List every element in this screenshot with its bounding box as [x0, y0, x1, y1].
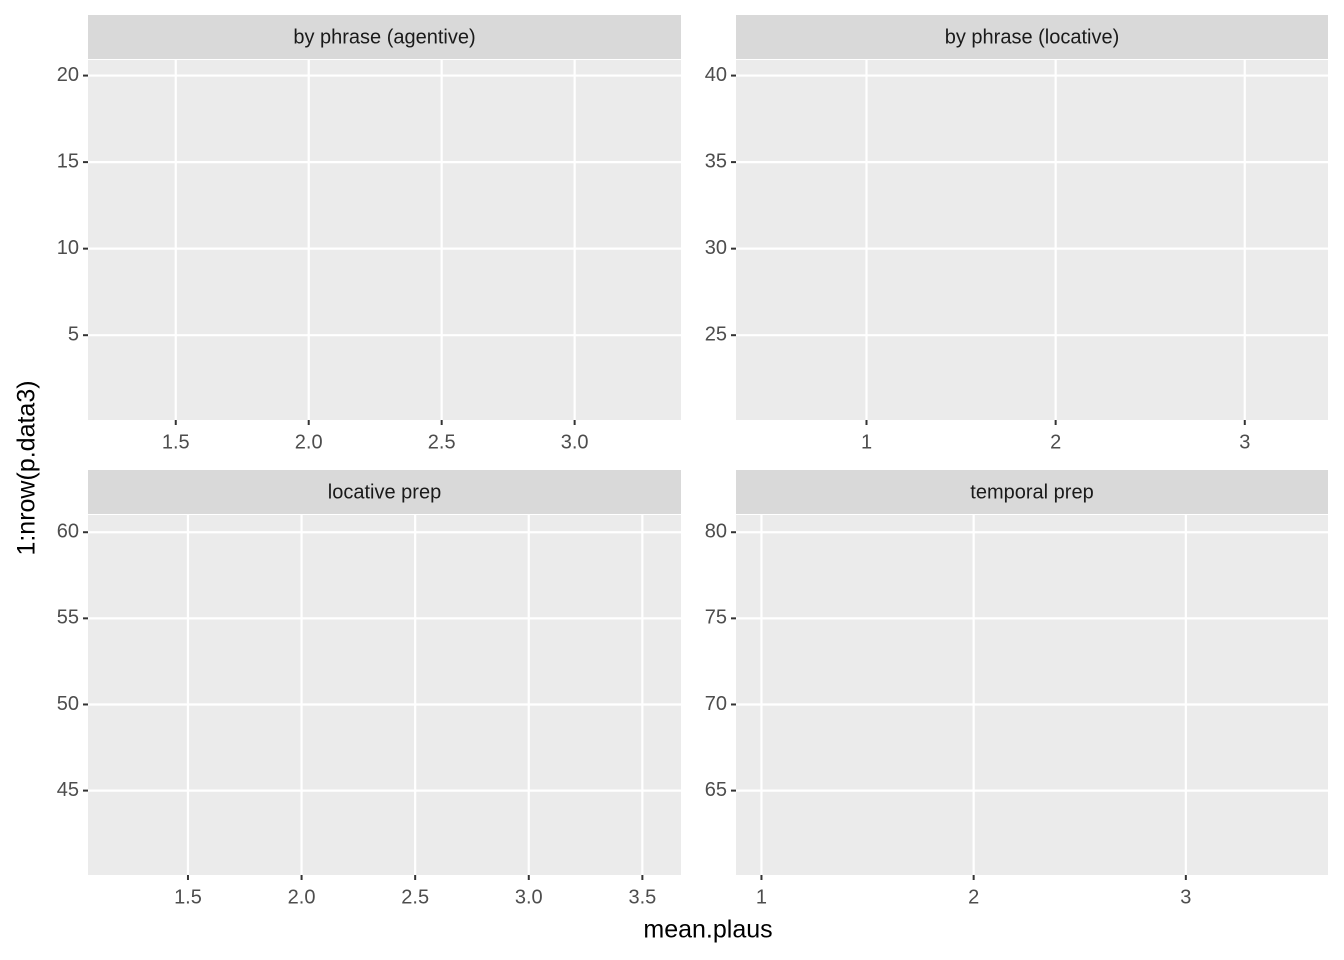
strip — [88, 15, 681, 59]
y-tick-label: 15 — [57, 150, 79, 172]
y-tick-label: 50 — [57, 693, 79, 715]
y-tick-label: 40 — [705, 64, 727, 86]
x-tick-label: 3 — [1180, 886, 1191, 908]
panel — [736, 60, 1328, 420]
y-tick-label: 30 — [705, 237, 727, 259]
strip-label: by phrase (agentive) — [293, 26, 475, 48]
strip — [736, 470, 1328, 514]
strip — [88, 470, 681, 514]
y-tick-label: 10 — [57, 237, 79, 259]
x-tick-label: 3.0 — [515, 886, 543, 908]
x-tick-label: 1 — [756, 886, 767, 908]
x-tick-label: 1.5 — [162, 431, 190, 453]
x-tick-label: 2.5 — [428, 431, 456, 453]
panel — [736, 515, 1328, 875]
y-tick-label: 65 — [705, 779, 727, 801]
y-axis-title: 1:nrow(p.data3) — [13, 380, 41, 555]
y-tick-label: 35 — [705, 150, 727, 172]
strip-label: by phrase (locative) — [945, 26, 1120, 48]
strip — [736, 15, 1328, 59]
y-tick-label: 60 — [57, 521, 79, 543]
x-tick-label: 3.0 — [561, 431, 589, 453]
y-tick-label: 80 — [705, 521, 727, 543]
x-tick-label: 1.5 — [174, 886, 202, 908]
y-tick-label: 20 — [57, 64, 79, 86]
x-tick-label: 2.0 — [295, 431, 323, 453]
y-tick-label: 5 — [68, 323, 79, 345]
x-tick-label: 2 — [968, 886, 979, 908]
x-tick-label: 2 — [1050, 431, 1061, 453]
y-tick-label: 25 — [705, 323, 727, 345]
y-tick-label: 55 — [57, 607, 79, 629]
y-tick-label: 75 — [705, 607, 727, 629]
x-tick-label: 2.0 — [288, 886, 316, 908]
panel — [88, 60, 681, 420]
x-tick-label: 1 — [861, 431, 872, 453]
y-tick-label: 45 — [57, 779, 79, 801]
x-tick-label: 3.5 — [628, 886, 656, 908]
panel — [88, 515, 681, 875]
x-tick-label: 3 — [1239, 431, 1250, 453]
x-axis-title: mean.plaus — [643, 916, 772, 944]
y-tick-label: 70 — [705, 693, 727, 715]
strip-label: locative prep — [328, 481, 441, 503]
x-tick-label: 2.5 — [401, 886, 429, 908]
strip-label: temporal prep — [970, 481, 1093, 503]
